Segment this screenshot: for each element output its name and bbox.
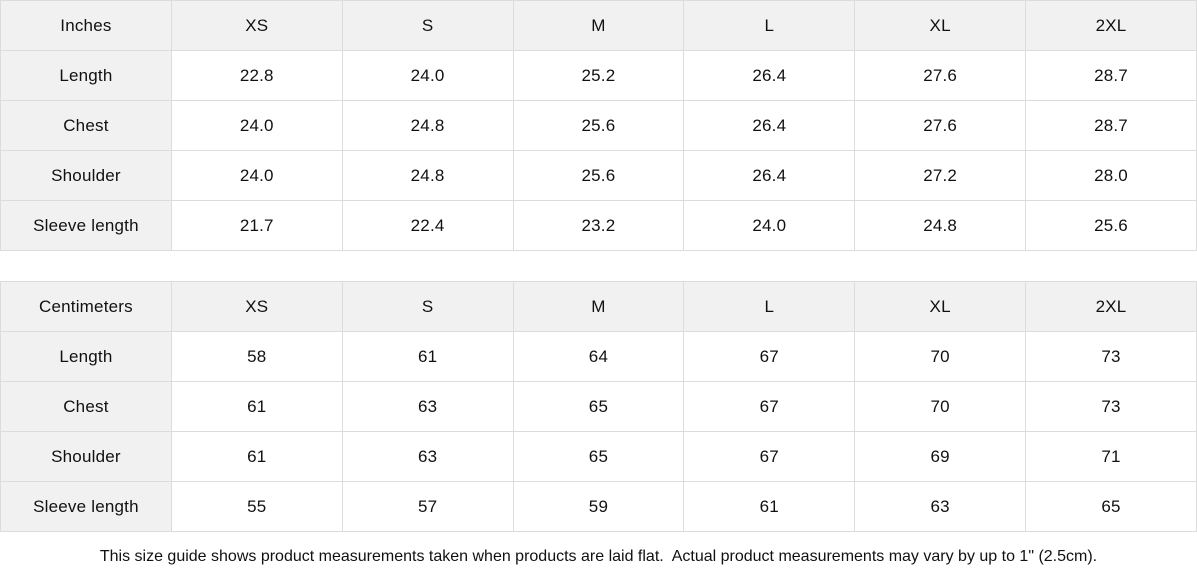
measurement-value-cell: 65: [1025, 481, 1197, 532]
measurement-value-cell: 61: [683, 481, 856, 532]
header-row: Centimeters XS S M L XL 2XL: [0, 281, 1197, 332]
measurement-value-cell: 57: [341, 481, 514, 532]
measurement-value-cell: 65: [512, 381, 685, 432]
measurement-value-cell: 22.8: [170, 50, 343, 101]
measurement-value-cell: 70: [854, 331, 1027, 382]
measurement-value-cell: 64: [512, 331, 685, 382]
measurement-label-cell: Length: [0, 331, 172, 382]
measurement-label-cell: Chest: [0, 100, 172, 151]
measurement-value-cell: 25.6: [512, 100, 685, 151]
measurement-row: Chest 61 63 65 67 70 73: [0, 381, 1197, 432]
measurement-value-cell: 25.6: [1025, 200, 1197, 251]
measurement-value-cell: 69: [854, 431, 1027, 482]
measurement-value-cell: 63: [854, 481, 1027, 532]
table-spacer: [0, 251, 1197, 281]
measurement-value-cell: 21.7: [170, 200, 343, 251]
measurement-row: Length 58 61 64 67 70 73: [0, 331, 1197, 382]
size-column-header: L: [683, 0, 856, 51]
measurement-label-cell: Shoulder: [0, 431, 172, 482]
measurement-value-cell: 22.4: [341, 200, 514, 251]
measurement-value-cell: 26.4: [683, 100, 856, 151]
size-column-header: XS: [170, 281, 343, 332]
measurement-value-cell: 65: [512, 431, 685, 482]
measurement-value-cell: 24.0: [170, 100, 343, 151]
inches-table: Inches XS S M L XL 2XL Length 22.8 24.0 …: [0, 0, 1197, 251]
measurement-row: Shoulder 24.0 24.8 25.6 26.4 27.2 28.0: [0, 150, 1197, 201]
measurement-row: Chest 24.0 24.8 25.6 26.4 27.6 28.7: [0, 100, 1197, 151]
measurement-value-cell: 26.4: [683, 50, 856, 101]
measurement-value-cell: 61: [341, 331, 514, 382]
measurement-value-cell: 61: [170, 431, 343, 482]
measurement-value-cell: 70: [854, 381, 1027, 432]
unit-label-cell: Inches: [0, 0, 172, 51]
measurement-value-cell: 26.4: [683, 150, 856, 201]
measurement-value-cell: 24.8: [341, 150, 514, 201]
size-column-header: M: [512, 0, 685, 51]
measurement-value-cell: 28.0: [1025, 150, 1197, 201]
measurement-value-cell: 24.8: [341, 100, 514, 151]
measurement-value-cell: 58: [170, 331, 343, 382]
size-column-header: L: [683, 281, 856, 332]
size-guide-note: This size guide shows product measuremen…: [0, 532, 1197, 582]
measurement-value-cell: 73: [1025, 381, 1197, 432]
size-column-header: 2XL: [1025, 281, 1197, 332]
measurement-value-cell: 67: [683, 331, 856, 382]
size-column-header: 2XL: [1025, 0, 1197, 51]
measurement-value-cell: 24.8: [854, 200, 1027, 251]
measurement-value-cell: 73: [1025, 331, 1197, 382]
measurement-value-cell: 27.6: [854, 100, 1027, 151]
measurement-row: Sleeve length 21.7 22.4 23.2 24.0 24.8 2…: [0, 200, 1197, 251]
measurement-row: Sleeve length 55 57 59 61 63 65: [0, 481, 1197, 532]
measurement-row: Length 22.8 24.0 25.2 26.4 27.6 28.7: [0, 50, 1197, 101]
measurement-label-cell: Shoulder: [0, 150, 172, 201]
size-column-header: M: [512, 281, 685, 332]
size-column-header: XL: [854, 0, 1027, 51]
measurement-label-cell: Sleeve length: [0, 481, 172, 532]
size-column-header: S: [341, 0, 514, 51]
measurement-value-cell: 61: [170, 381, 343, 432]
unit-label-cell: Centimeters: [0, 281, 172, 332]
measurement-value-cell: 27.2: [854, 150, 1027, 201]
measurement-row: Shoulder 61 63 65 67 69 71: [0, 431, 1197, 482]
measurement-value-cell: 55: [170, 481, 343, 532]
measurement-value-cell: 24.0: [341, 50, 514, 101]
size-column-header: XS: [170, 0, 343, 51]
measurement-value-cell: 59: [512, 481, 685, 532]
size-column-header: S: [341, 281, 514, 332]
size-column-header: XL: [854, 281, 1027, 332]
measurement-value-cell: 67: [683, 381, 856, 432]
measurement-label-cell: Chest: [0, 381, 172, 432]
measurement-value-cell: 63: [341, 381, 514, 432]
measurement-value-cell: 67: [683, 431, 856, 482]
header-row: Inches XS S M L XL 2XL: [0, 0, 1197, 51]
measurement-value-cell: 28.7: [1025, 50, 1197, 101]
measurement-label-cell: Sleeve length: [0, 200, 172, 251]
measurement-value-cell: 24.0: [170, 150, 343, 201]
measurement-label-cell: Length: [0, 50, 172, 101]
measurement-value-cell: 25.6: [512, 150, 685, 201]
measurement-value-cell: 63: [341, 431, 514, 482]
measurement-value-cell: 23.2: [512, 200, 685, 251]
measurement-value-cell: 24.0: [683, 200, 856, 251]
measurement-value-cell: 28.7: [1025, 100, 1197, 151]
centimeters-table: Centimeters XS S M L XL 2XL Length 58 61…: [0, 281, 1197, 532]
measurement-value-cell: 27.6: [854, 50, 1027, 101]
measurement-value-cell: 25.2: [512, 50, 685, 101]
measurement-value-cell: 71: [1025, 431, 1197, 482]
